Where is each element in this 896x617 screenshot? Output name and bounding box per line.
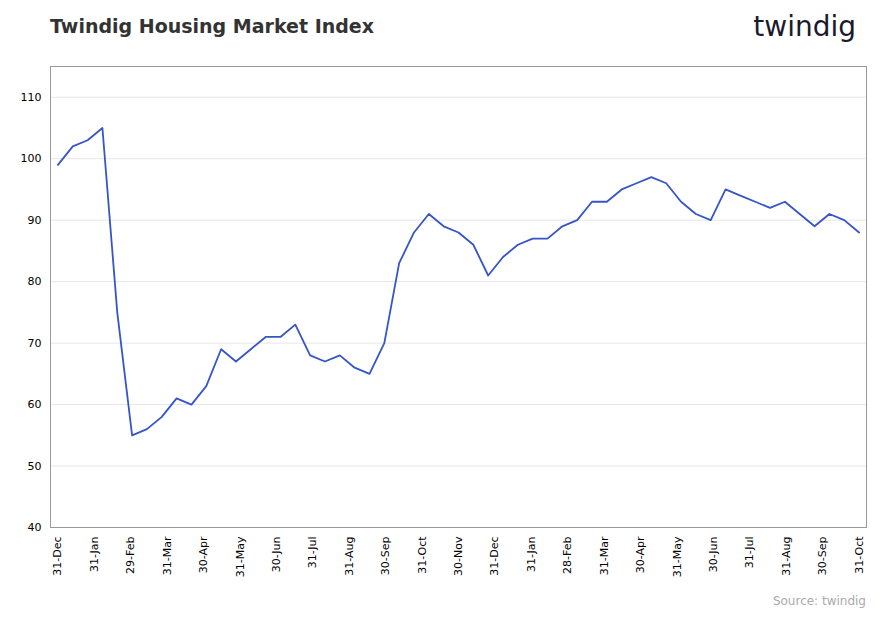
svg-text:80: 80 [28,275,42,288]
svg-text:110: 110 [21,91,42,104]
svg-text:60: 60 [28,398,42,411]
html-text:twindig: twindig [753,9,856,43]
svg-text:30-Nov: 30-Nov [452,536,465,576]
svg-text:31-Mar: 31-Mar [598,536,611,575]
svg-text:31-Aug: 31-Aug [780,537,793,576]
svg-text:31-Jan: 31-Jan [88,536,101,572]
svg-text:100: 100 [21,152,42,165]
svg-text:31-Jan: 31-Jan [525,536,538,572]
svg-text:31-Oct: 31-Oct [416,536,429,574]
svg-text:30-Jun: 30-Jun [707,536,720,572]
svg-text:31-Oct: 31-Oct [853,536,866,574]
svg-text:50: 50 [28,460,42,473]
svg-text:40: 40 [28,521,42,534]
svg-text:31-May: 31-May [234,536,247,577]
svg-text:31-Dec: 31-Dec [488,537,501,576]
svg-text:31-Jul: 31-Jul [306,537,319,569]
svg-text:30-Sep: 30-Sep [816,536,829,575]
svg-text:30-Jun: 30-Jun [270,536,283,572]
svg-text:90: 90 [28,214,42,227]
html-text:Twindig Housing Market Index: Twindig Housing Market Index [50,15,374,37]
svg-text:29-Feb: 29-Feb [124,536,137,573]
html-text:Source: twindig: Source: twindig [772,594,866,608]
svg-text:31-Dec: 31-Dec [51,537,64,576]
svg-text:30-Apr: 30-Apr [197,536,210,573]
svg-text:31-Jul: 31-Jul [743,537,756,569]
svg-text:31-Aug: 31-Aug [343,537,356,576]
svg-text:30-Sep: 30-Sep [379,536,392,575]
svg-text:31-Mar: 31-Mar [161,536,174,575]
svg-text:28-Feb: 28-Feb [561,536,574,573]
svg-text:31-May: 31-May [671,536,684,577]
svg-text:70: 70 [28,337,42,350]
svg-text:30-Apr: 30-Apr [634,536,647,573]
